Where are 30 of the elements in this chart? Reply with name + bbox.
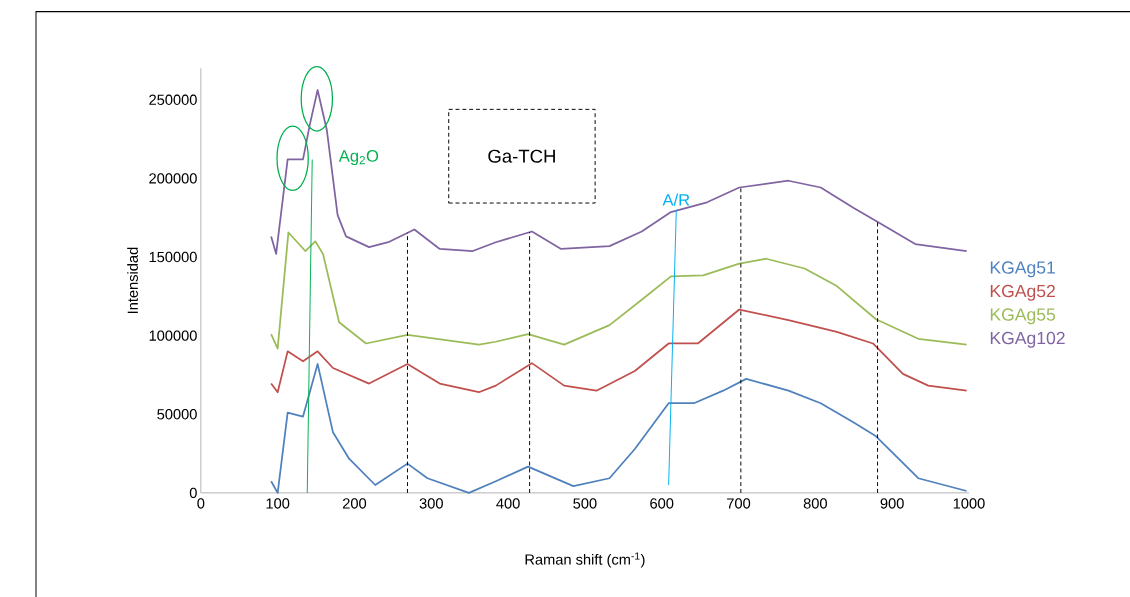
x-tick-label: 900 [880,498,904,509]
annotation: Ag$_{2}$O [338,149,379,165]
x-tick-label: 500 [573,498,597,509]
y-tick-label: 250000 [149,94,197,105]
x-tick-label: 300 [419,498,443,509]
x-tick-label: 100 [266,498,290,509]
y-axis-title: Intensidad [127,247,138,313]
y-tick-label: 50000 [157,408,197,420]
y-tick-label: 200000 [149,173,197,184]
x-tick-label: 0 [197,498,205,509]
y-tick-label: 0 [189,487,197,498]
text: KGAg51 [990,261,1055,278]
annotation: Ga-TCH [488,149,555,163]
text: KGAg52 [990,284,1055,301]
line-series [270,308,968,393]
y-tick-label: 100000 [149,330,197,341]
x-tick-label: 600 [650,498,674,509]
text: KGAg102 [990,331,1065,348]
annotation: A/R [662,193,690,206]
x-tick-label: 800 [803,498,827,509]
x-tick-label: 400 [496,498,520,509]
line-series [270,231,968,350]
x-tick-label: 700 [727,498,751,509]
line-series [270,88,968,255]
x-axis-title: Raman shift (cm$^{-1}$) [525,552,645,568]
series-label: KGAg55 [990,308,1056,325]
x-tick-label: 200 [343,498,367,509]
line-series [270,362,968,494]
x-tick-label: 1000 [953,498,985,509]
y-tick-label: 150000 [149,251,197,263]
